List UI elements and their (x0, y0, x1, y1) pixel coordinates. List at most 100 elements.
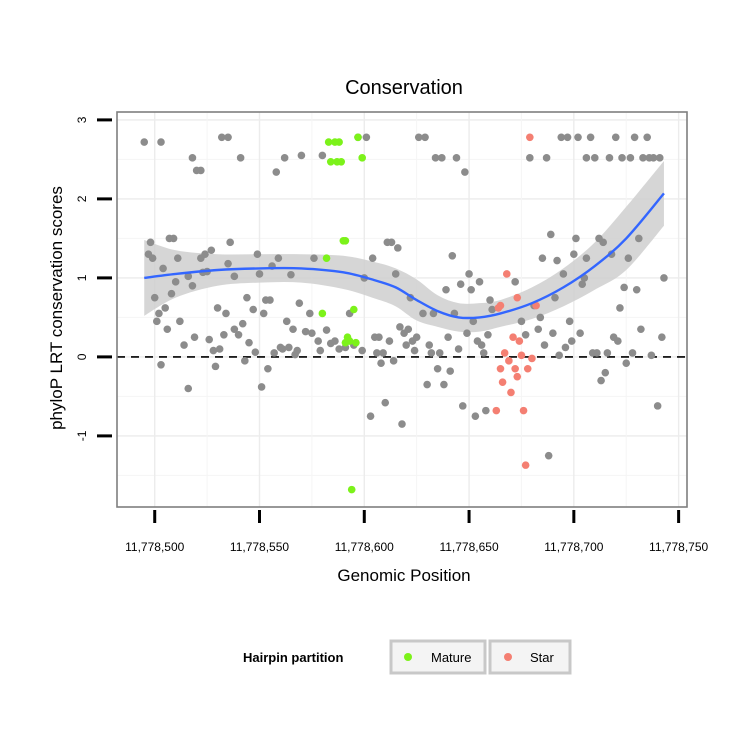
point-mature (324, 138, 333, 146)
point-other (586, 133, 595, 142)
point-other (155, 309, 163, 318)
point-other (215, 345, 224, 353)
point-other (414, 133, 423, 142)
point-other (653, 402, 662, 410)
point-mature (322, 254, 331, 262)
point-other (226, 238, 234, 247)
point-other (555, 351, 563, 360)
point-other (293, 346, 302, 355)
point-other (534, 325, 543, 334)
y-tick-label: 0 (75, 353, 89, 360)
legend-key-star (504, 653, 512, 661)
point-other (377, 359, 385, 368)
point-other (486, 296, 494, 304)
point-other (301, 327, 310, 336)
point-star (507, 388, 515, 397)
point-other (140, 138, 149, 146)
point-other (331, 337, 339, 345)
point-other (150, 293, 159, 302)
point-other (593, 349, 601, 357)
point-other (517, 317, 526, 326)
point-star (496, 301, 505, 310)
point-other (521, 330, 530, 339)
point-other (438, 154, 446, 162)
point-other (557, 133, 566, 142)
y-tick-label: -1 (75, 430, 89, 441)
point-other (305, 309, 314, 318)
point-other (224, 259, 232, 268)
point-other (234, 330, 243, 339)
point-other (536, 313, 545, 322)
point-other (220, 330, 228, 339)
x-tick-label: 11,778,600 (335, 540, 394, 554)
point-other (456, 280, 465, 289)
point-other (358, 346, 366, 355)
point-other (389, 357, 398, 365)
point-other (197, 166, 205, 175)
point-other (318, 151, 327, 160)
point-other (209, 346, 218, 355)
point-other (471, 412, 480, 420)
point-mature (358, 154, 366, 162)
point-other (251, 348, 260, 356)
point-other (259, 309, 268, 318)
point-mature (337, 157, 346, 166)
point-other (375, 333, 383, 341)
point-other (278, 345, 287, 353)
point-other (475, 278, 484, 286)
point-other (605, 154, 614, 162)
point-other (479, 349, 488, 357)
point-other (287, 270, 295, 279)
y-axis-label: phyloP LRT conservation scores (47, 186, 66, 430)
point-other (213, 304, 222, 312)
point-other (402, 341, 410, 349)
point-other (176, 317, 184, 326)
point-other (153, 317, 161, 326)
legend-label-mature: Mature (431, 650, 471, 665)
point-other (419, 309, 427, 318)
point-other (157, 361, 165, 369)
point-other (257, 383, 266, 391)
point-other (373, 349, 381, 357)
point-other (578, 280, 587, 289)
point-other (207, 246, 216, 255)
point-other (639, 154, 647, 162)
point-other (423, 380, 431, 389)
point-star (511, 364, 519, 373)
point-other (647, 351, 656, 360)
point-other (553, 256, 561, 265)
point-star (523, 364, 532, 373)
point-other (440, 380, 448, 389)
point-other (467, 285, 475, 294)
point-other (628, 349, 637, 357)
point-other (622, 359, 631, 368)
point-other (425, 341, 434, 349)
point-other (477, 341, 486, 349)
point-other (590, 154, 599, 162)
point-other (576, 329, 584, 338)
point-mature (326, 157, 335, 166)
point-other (458, 402, 467, 410)
point-other (572, 234, 580, 243)
point-star (528, 354, 536, 363)
x-tick-label: 11,778,650 (439, 540, 498, 554)
point-other (161, 304, 169, 312)
legend-title: Hairpin partition (243, 650, 343, 665)
point-other (391, 270, 400, 278)
point-other (607, 250, 616, 258)
point-other (469, 317, 478, 326)
point-other (314, 337, 322, 345)
point-other (570, 250, 578, 258)
point-other (173, 254, 182, 262)
x-axis-label: Genomic Position (337, 566, 470, 585)
point-other (297, 151, 306, 160)
point-star (502, 270, 511, 278)
point-other (280, 154, 289, 162)
point-star (505, 357, 513, 365)
legend-key-mature (404, 653, 412, 661)
point-other (366, 412, 375, 420)
point-other (649, 154, 658, 162)
plot-border (116, 111, 688, 508)
point-other (184, 272, 193, 281)
